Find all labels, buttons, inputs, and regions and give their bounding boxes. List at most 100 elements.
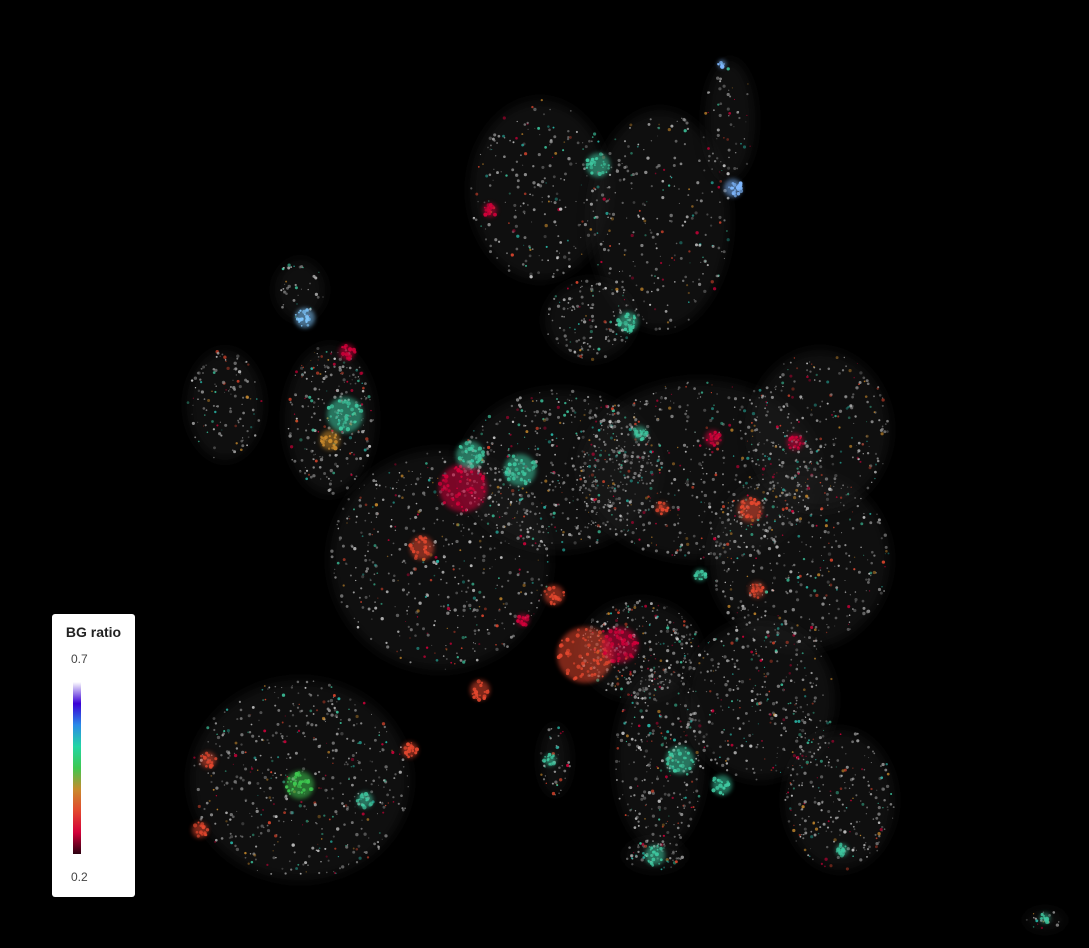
settlement-dot	[441, 535, 444, 538]
settlement-dot	[313, 441, 316, 444]
settlement-dot	[626, 803, 629, 806]
settlement-dot	[354, 812, 356, 814]
settlement-dot	[759, 709, 762, 712]
settlement-dot	[739, 408, 742, 411]
settlement-dot	[384, 804, 387, 807]
land-glow-layer	[187, 60, 1065, 930]
settlement-dot	[783, 451, 785, 453]
settlement-dot	[742, 484, 745, 487]
settlement-dot	[638, 812, 641, 816]
settlement-dot	[653, 672, 656, 674]
settlement-dot	[811, 623, 815, 626]
settlement-dot	[836, 855, 840, 860]
settlement-dot	[311, 381, 313, 383]
land-glow	[545, 280, 635, 360]
settlement-dot	[755, 405, 757, 408]
settlement-dot	[649, 646, 651, 648]
settlement-dot	[340, 480, 343, 482]
settlement-dot	[681, 647, 684, 650]
settlement-dot	[609, 217, 612, 220]
settlement-dot	[348, 436, 353, 440]
settlement-dot	[585, 496, 588, 499]
settlement-dot	[314, 453, 316, 455]
settlement-dot	[350, 544, 353, 548]
settlement-dot	[847, 605, 851, 609]
settlement-dot	[725, 230, 728, 232]
settlement-dot	[726, 679, 730, 683]
settlement-dot	[673, 185, 676, 187]
settlement-dot	[468, 540, 472, 544]
settlement-dot	[748, 398, 752, 402]
settlement-dot	[824, 524, 828, 528]
settlement-dot	[523, 192, 527, 196]
settlement-dot	[813, 467, 817, 471]
settlement-dot	[630, 694, 633, 696]
settlement-dot	[522, 542, 527, 546]
settlement-dot	[474, 218, 478, 221]
settlement-dot	[570, 414, 573, 416]
settlement-dot	[834, 473, 838, 478]
settlement-dot	[680, 635, 684, 638]
settlement-dot	[819, 759, 823, 763]
settlement-dot	[512, 622, 515, 625]
settlement-dot	[725, 533, 728, 537]
settlement-dot	[720, 520, 725, 525]
settlement-dot	[585, 502, 588, 505]
settlement-dot	[554, 295, 557, 298]
settlement-dot	[516, 408, 519, 412]
settlement-dot	[260, 400, 263, 403]
settlement-dot	[288, 860, 291, 863]
settlement-dot	[543, 426, 547, 430]
settlement-dot	[352, 432, 354, 434]
settlement-dot	[529, 275, 533, 279]
settlement-dot	[336, 700, 338, 703]
settlement-dot	[886, 806, 889, 808]
settlement-dot	[666, 500, 668, 502]
settlement-dot	[807, 854, 810, 857]
settlement-dot	[443, 460, 447, 464]
settlement-dot	[810, 463, 813, 465]
settlement-dot	[600, 428, 602, 430]
settlement-dot	[317, 814, 321, 819]
settlement-dot	[557, 401, 560, 404]
settlement-dot	[405, 484, 407, 486]
settlement-dot	[706, 381, 709, 385]
settlement-dot	[700, 261, 702, 264]
settlement-dot	[788, 492, 792, 497]
settlement-dot	[547, 307, 552, 311]
settlement-dot	[366, 447, 369, 450]
settlement-dot	[819, 566, 822, 569]
settlement-dot	[363, 429, 365, 432]
settlement-dot	[311, 449, 314, 452]
settlement-dot	[733, 126, 735, 128]
settlement-dot	[287, 753, 290, 756]
settlement-dot	[357, 379, 360, 383]
settlement-dot	[430, 467, 434, 471]
settlement-dot	[702, 656, 705, 659]
settlement-dot	[497, 240, 501, 243]
settlement-dot	[279, 836, 282, 839]
settlement-dot	[869, 512, 872, 515]
settlement-dot	[612, 311, 615, 313]
settlement-dot	[852, 797, 854, 800]
settlement-dot	[615, 619, 618, 623]
settlement-dot	[558, 199, 561, 202]
settlement-dot	[544, 146, 547, 149]
settlement-dot	[607, 425, 609, 428]
settlement-dot	[848, 614, 851, 616]
settlement-dot	[518, 502, 521, 505]
settlement-dot	[769, 391, 773, 394]
settlement-dot	[793, 709, 796, 713]
settlement-dot	[707, 720, 711, 724]
settlement-dot	[266, 863, 269, 867]
settlement-dot	[495, 524, 498, 527]
settlement-dot	[203, 807, 206, 811]
settlement-dot	[341, 507, 345, 511]
settlement-dot	[354, 709, 357, 712]
settlement-dot	[602, 247, 607, 252]
settlement-dot	[400, 474, 404, 478]
settlement-dot	[834, 481, 836, 484]
settlement-dot	[348, 518, 351, 520]
settlement-dot	[657, 805, 661, 810]
